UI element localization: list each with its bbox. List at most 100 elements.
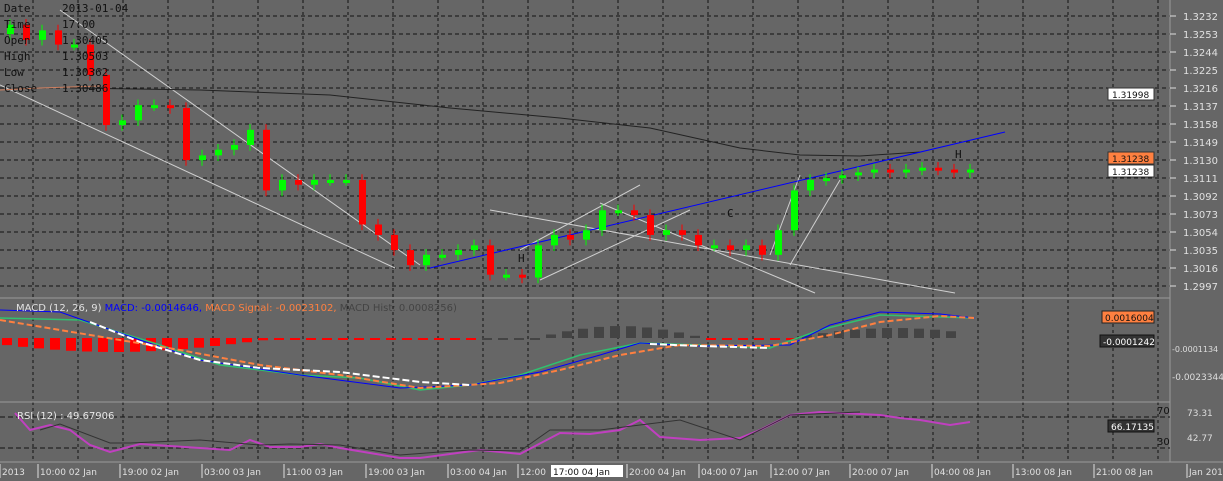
macd-axis-label: -0.0023344	[1172, 373, 1223, 383]
price-marker	[1107, 87, 1155, 101]
candle-body	[535, 245, 542, 278]
candle-body	[183, 108, 190, 161]
time-label: 2013	[2, 468, 25, 478]
macd-hist-bar	[274, 338, 284, 340]
macd-marker	[1101, 310, 1155, 324]
macd-hist-bar	[322, 338, 332, 340]
macd-hist-bar	[114, 338, 124, 352]
candle-body	[519, 274, 526, 278]
macd-hist-bar	[418, 338, 428, 340]
macd-hist-bar	[866, 328, 876, 338]
candle-body	[711, 245, 718, 249]
candle-body	[775, 230, 782, 255]
macd-label: MACD (12, 26, 9) MACD: -0.0014646, MACD …	[16, 303, 457, 314]
candle-body	[55, 30, 62, 45]
candle-body	[727, 245, 734, 251]
candle-body	[791, 190, 798, 231]
annotation-h2: H	[955, 148, 962, 161]
macd-hist-bar	[834, 331, 844, 338]
candle-body	[951, 169, 958, 173]
candle-body	[87, 44, 94, 75]
macd-hist-bar	[210, 338, 220, 346]
price-label: 1.3054	[1183, 228, 1218, 239]
macd-hist-bar	[18, 338, 28, 347]
info-value: 1.30405	[62, 34, 108, 47]
macd-hist-bar	[2, 338, 12, 346]
candle-body	[151, 105, 158, 109]
candle-body	[855, 172, 862, 176]
time-label: 11:00 03 Jan	[286, 468, 343, 478]
macd-hist-bar	[242, 338, 252, 343]
macd-hist-bar	[562, 331, 572, 338]
price-axis[interactable]: 1.3232 1.3253 1.3244 1.3225 1.3216 1.3137 1.31…	[1170, 12, 1218, 293]
candle-body	[167, 105, 174, 109]
price-label: 1.3244	[1183, 48, 1218, 59]
macd-signal-line	[0, 314, 976, 390]
macd-hist-bar	[850, 329, 860, 338]
macd-hist-bar	[130, 338, 140, 352]
candle-body	[135, 105, 142, 121]
candle-body	[279, 179, 286, 191]
time-label: 20:00 04 Jan	[629, 468, 686, 478]
macd-marker-label: 0.0016004	[1105, 314, 1154, 324]
time-label: 03:00 03 Jan	[204, 468, 261, 478]
info-value: 2013-01-04	[62, 2, 129, 15]
candle-body	[599, 210, 606, 231]
price-label: 1.3073	[1183, 210, 1218, 221]
candle-body	[7, 24, 14, 35]
macd-hist-bar	[34, 338, 44, 349]
candle-body	[631, 210, 638, 216]
candle-body	[231, 144, 238, 150]
macd-hist-bar	[626, 326, 636, 338]
macd-hist-bar	[162, 338, 172, 351]
macd-hist-bar	[386, 338, 396, 340]
time-label: 20:00 07 Jan	[852, 468, 909, 478]
macd-marker-label: -0.0001242	[1103, 338, 1155, 348]
indicator-axis: 0.0016004 -0.0001242 -0.0001134 -0.0023344 7…	[1099, 310, 1223, 448]
price-label: 1.3137	[1183, 102, 1218, 113]
info-value: 1.30486	[62, 82, 108, 95]
macd-hist-bar	[98, 338, 108, 352]
macd-hist-bar	[66, 338, 76, 351]
macd-hist-bar	[738, 338, 748, 340]
macd-hist-bar	[354, 338, 364, 340]
macd-main-line	[0, 314, 976, 391]
macd-hist-bar	[194, 338, 204, 348]
info-label: High	[4, 50, 31, 63]
candle-body	[455, 250, 462, 255]
price-markers: 1.31998 1.31238 1.31238	[1107, 87, 1155, 178]
candle-body	[71, 44, 78, 48]
candle-body	[567, 234, 574, 240]
macd-hist-bar	[226, 338, 236, 345]
price-marker-label: 1.31238	[1112, 168, 1149, 178]
price-marker	[1107, 151, 1155, 165]
time-label: 04:00 08 Jan	[934, 468, 991, 478]
candle-body	[215, 149, 222, 156]
time-label: 19:00 03 Jan	[368, 468, 425, 478]
macd-hist-bar	[370, 338, 380, 340]
macd-hist-bar	[482, 338, 492, 340]
price-label: 1.3016	[1183, 264, 1218, 275]
macd-hist-bar	[178, 338, 188, 350]
price-label: 1.3216	[1183, 84, 1218, 95]
macd-hist-bar	[338, 338, 348, 340]
info-value: 17:00	[62, 18, 95, 31]
candle-body	[503, 274, 510, 278]
candle-body	[583, 230, 590, 240]
macd-histogram	[2, 326, 956, 352]
macd-hist-bar	[786, 338, 796, 340]
grid	[0, 0, 1170, 462]
price-marker	[1107, 164, 1155, 178]
candle-body	[263, 129, 270, 191]
time-axis[interactable]: 2013 10:00 02 Jan 19:00 02 Jan 03:00 03 Jan…	[0, 464, 1223, 478]
macd-axis-label: -0.0001134	[1172, 345, 1218, 354]
candle-body	[199, 155, 206, 161]
candle-body	[551, 234, 558, 246]
trend-line	[429, 131, 1006, 269]
rsi-line	[14, 410, 971, 459]
ma-short-line	[0, 85, 101, 91]
macd-hist-bar	[930, 329, 940, 338]
macd-hist-bar	[402, 338, 412, 340]
candle-body	[743, 245, 750, 251]
